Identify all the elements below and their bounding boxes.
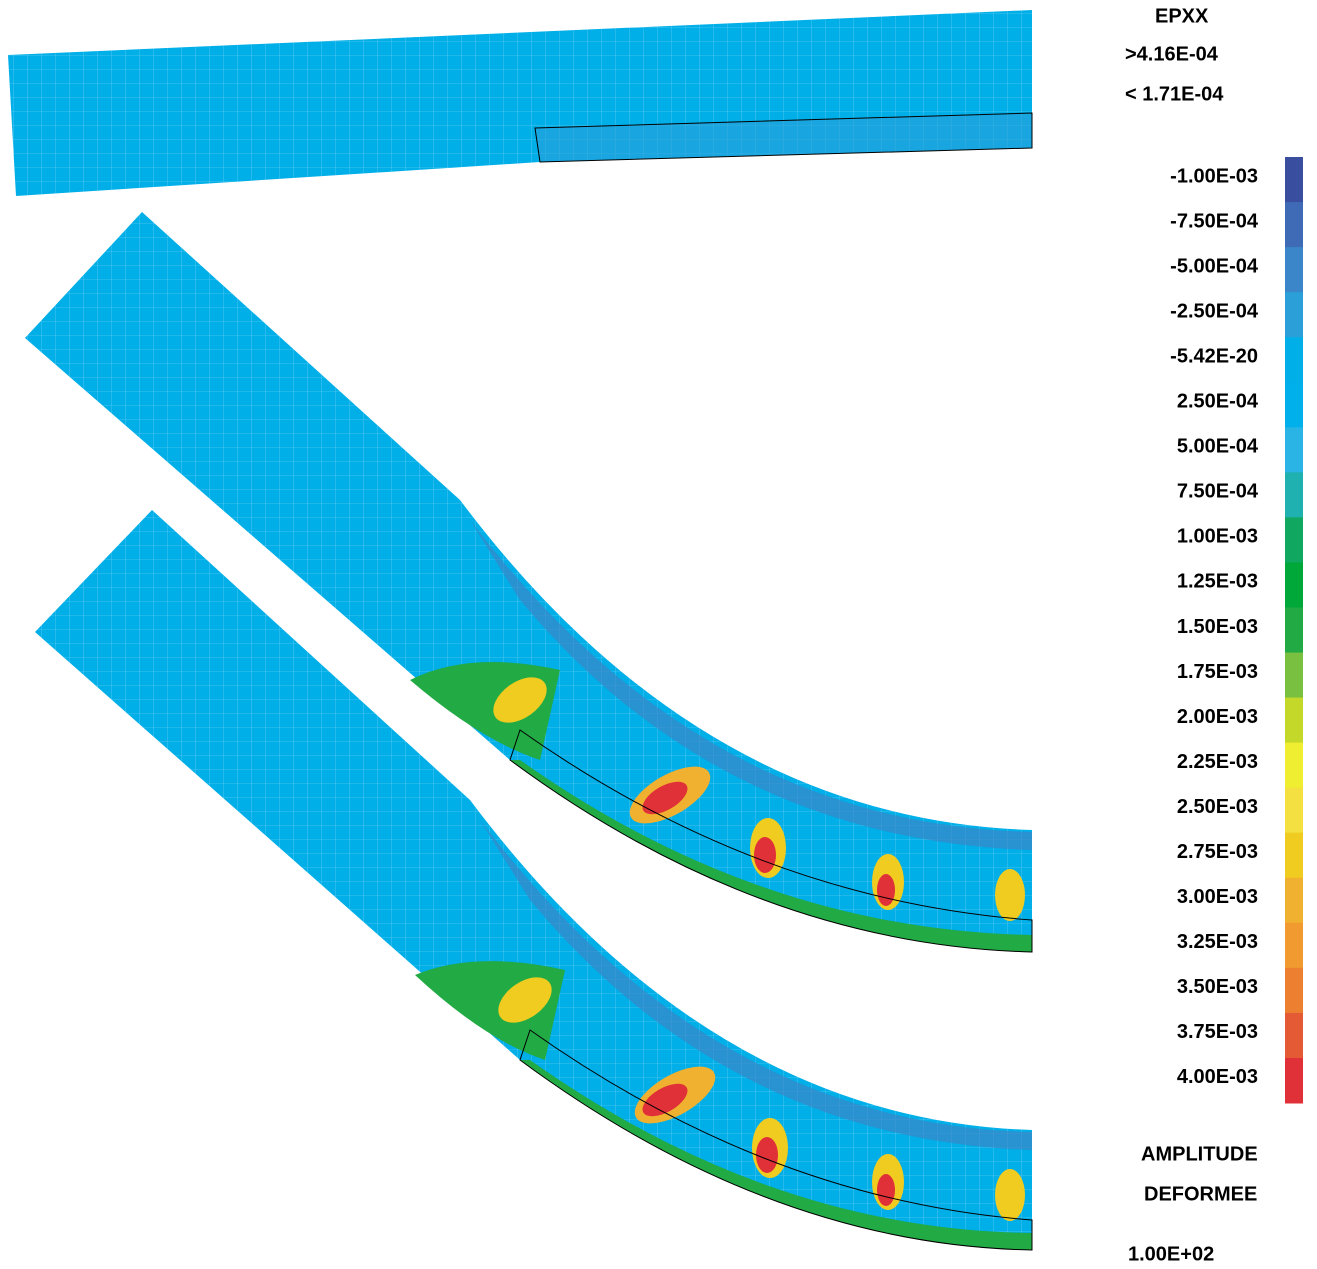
mesh-undeformed bbox=[8, 10, 1033, 196]
amplitude-title: AMPLITUDE bbox=[1141, 1143, 1258, 1165]
color-swatch bbox=[1285, 517, 1303, 563]
level-label: 4.00E-03 bbox=[1177, 1066, 1258, 1088]
legend-title: EPXX bbox=[1155, 5, 1209, 27]
color-swatch bbox=[1285, 787, 1303, 834]
color-swatch bbox=[1285, 562, 1303, 608]
level-label: -7.50E-04 bbox=[1170, 210, 1259, 232]
amplitude-value: 1.00E+02 bbox=[1128, 1243, 1214, 1265]
level-label: 2.75E-03 bbox=[1177, 841, 1258, 863]
amplitude-title: DEFORMEE bbox=[1144, 1183, 1257, 1205]
color-swatch bbox=[1285, 922, 1303, 969]
level-label: -1.00E-03 bbox=[1170, 165, 1258, 187]
mesh-deformed-1 bbox=[25, 212, 1033, 953]
color-swatch bbox=[1285, 1012, 1303, 1059]
level-label: 1.25E-03 bbox=[1177, 571, 1258, 593]
color-swatch bbox=[1285, 967, 1303, 1014]
level-label: 2.25E-03 bbox=[1177, 751, 1258, 773]
color-swatch bbox=[1285, 652, 1303, 699]
level-label: 2.50E-04 bbox=[1177, 391, 1259, 413]
color-swatch bbox=[1285, 247, 1303, 293]
level-label: 2.50E-03 bbox=[1177, 796, 1258, 818]
level-label: 3.25E-03 bbox=[1177, 931, 1258, 953]
color-swatch bbox=[1285, 427, 1303, 473]
mesh-deformed-2 bbox=[35, 510, 1033, 1251]
color-swatch bbox=[1285, 202, 1303, 248]
level-label: -5.42E-20 bbox=[1170, 345, 1258, 367]
color-swatch bbox=[1285, 742, 1303, 789]
level-label: -2.50E-04 bbox=[1170, 300, 1259, 322]
level-label: 1.50E-03 bbox=[1177, 616, 1258, 638]
level-label: 3.50E-03 bbox=[1177, 976, 1258, 998]
color-swatch bbox=[1285, 697, 1303, 744]
legend-max: >4.16E-04 bbox=[1125, 43, 1219, 65]
color-swatch bbox=[1285, 157, 1303, 203]
level-label: 7.50E-04 bbox=[1177, 481, 1259, 503]
legend-min: < 1.71E-04 bbox=[1125, 83, 1224, 105]
color-swatch bbox=[1285, 832, 1303, 879]
color-swatch bbox=[1285, 877, 1303, 924]
color-swatch bbox=[1285, 337, 1303, 383]
level-label: 2.00E-03 bbox=[1177, 706, 1258, 728]
color-swatch bbox=[1285, 382, 1303, 428]
color-swatch bbox=[1285, 292, 1303, 338]
level-label: -5.00E-04 bbox=[1170, 255, 1259, 277]
color-swatch bbox=[1285, 1057, 1303, 1104]
level-label: 3.75E-03 bbox=[1177, 1021, 1258, 1043]
level-label: 3.00E-03 bbox=[1177, 886, 1258, 908]
color-swatch bbox=[1285, 472, 1303, 518]
level-label: 1.00E-03 bbox=[1177, 526, 1258, 548]
level-label: 1.75E-03 bbox=[1177, 661, 1258, 683]
color-swatch bbox=[1285, 607, 1303, 654]
level-label: 5.00E-04 bbox=[1177, 436, 1259, 458]
